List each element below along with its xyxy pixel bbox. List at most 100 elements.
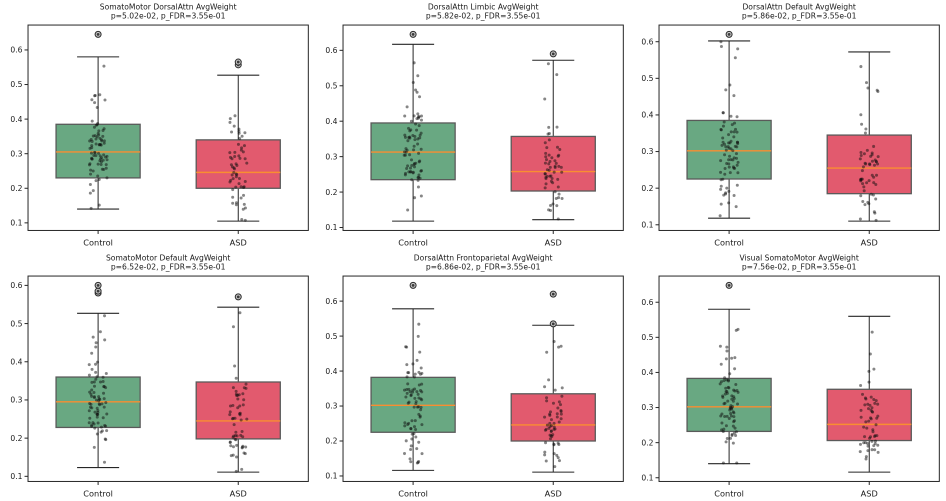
outlier-point [96, 283, 100, 287]
iqr-box [195, 380, 281, 440]
y-tick-label: 0.4 [10, 115, 22, 124]
y-axis-ticks: 0.1 0.2 0.3 0.4 0.5 0.6 [326, 296, 344, 480]
box-group-control [55, 30, 141, 210]
subplot-subtitle-pvalues: p=5.86e-02, p_FDR=3.55e-01 [742, 12, 857, 21]
y-axis-ticks: 0.1 0.2 0.3 0.4 0.5 0.6 [641, 297, 659, 482]
y-tick-label: 0.2 [10, 433, 22, 442]
y-axis-ticks: 0.1 0.2 0.3 0.4 0.5 0.6 [326, 46, 344, 232]
y-tick-label: 0.6 [326, 46, 338, 55]
axes-frame [342, 275, 625, 482]
x-category-label: Control [399, 237, 429, 247]
x-category-label: Control [83, 488, 113, 498]
y-tick-label: 0.4 [641, 111, 653, 120]
subplot-5: Visual SomatoMotor AvgWeightp=7.56e-02, … [641, 253, 940, 498]
y-tick-label: 0.2 [641, 438, 653, 447]
subplot-0: SomatoMotor DorsalAttn AvgWeightp=5.02e-… [10, 3, 309, 247]
y-tick-label: 0.6 [10, 46, 22, 55]
iqr-box [510, 392, 597, 442]
strip-points [718, 327, 740, 464]
y-axis-ticks: 0.1 0.2 0.3 0.4 0.5 0.6 [641, 37, 659, 229]
subplot-title: Visual SomatoMotor AvgWeight [739, 253, 858, 262]
subplot-title: DorsalAttn Frontoparietal AvgWeight [414, 253, 553, 262]
subplot-2: DorsalAttn Default AvgWeightp=5.86e-02, … [641, 3, 940, 247]
x-category-label: Control [714, 237, 744, 247]
y-tick-label: 0.1 [641, 473, 653, 482]
y-tick-label: 0.3 [326, 152, 338, 161]
y-tick-label: 0.1 [326, 471, 338, 480]
y-tick-label: 0.5 [10, 319, 22, 328]
outlier-point [727, 283, 731, 287]
box-group-control [370, 30, 457, 222]
subplot-3: SomatoMotor Default AvgWeightp=6.52e-02,… [10, 253, 309, 498]
x-category-label: ASD [545, 488, 562, 498]
subplot-title: DorsalAttn Default AvgWeight [742, 3, 855, 12]
y-tick-label: 0.2 [641, 184, 653, 193]
x-category-label: ASD [860, 488, 877, 498]
y-tick-label: 0.6 [326, 296, 338, 305]
strip-points [228, 310, 249, 473]
y-tick-label: 0.2 [326, 436, 338, 445]
outlier-point [236, 294, 240, 298]
x-category-label: Control [399, 488, 429, 498]
y-tick-label: 0.5 [326, 81, 338, 90]
outlier-point [727, 32, 731, 36]
axes-frame [27, 275, 309, 482]
y-tick-label: 0.6 [641, 37, 653, 46]
box-group-control [686, 30, 772, 219]
y-tick-label: 0.5 [10, 80, 22, 89]
strip-points [403, 61, 424, 212]
strip-points [718, 40, 740, 218]
subplot-subtitle-pvalues: p=6.52e-02, p_FDR=3.55e-01 [111, 262, 226, 271]
subplot-title: SomatoMotor Default AvgWeight [106, 253, 230, 262]
strip-points [543, 62, 564, 221]
y-axis-ticks: 0.1 0.2 0.3 0.4 0.5 0.6 [10, 281, 29, 481]
y-tick-label: 0.1 [10, 472, 22, 481]
y-tick-label: 0.3 [641, 147, 653, 156]
subplot-subtitle-pvalues: p=5.82e-02, p_FDR=3.55e-01 [426, 12, 541, 21]
strip-points [858, 65, 880, 222]
y-tick-label: 0.5 [641, 333, 653, 342]
y-tick-label: 0.4 [326, 366, 338, 375]
y-tick-label: 0.6 [641, 297, 653, 306]
box-group-asd [826, 51, 912, 222]
strip-points [87, 313, 109, 464]
outlier-point [552, 52, 555, 56]
box-group-asd [826, 315, 912, 473]
subplot-title: SomatoMotor DorsalAttn AvgWeight [100, 3, 237, 12]
y-axis-ticks: 0.1 0.2 0.3 0.4 0.5 0.6 [10, 46, 29, 228]
x-category-label: ASD [545, 237, 562, 247]
y-tick-label: 0.2 [10, 184, 22, 193]
subplot-title: DorsalAttn Limbic AvgWeight [428, 3, 539, 12]
y-tick-label: 0.5 [326, 331, 338, 340]
strip-points [228, 114, 249, 222]
outlier-point [96, 32, 100, 36]
y-tick-label: 0.3 [10, 395, 22, 404]
box-group-asd [510, 50, 597, 221]
box-group-asd [195, 58, 281, 222]
y-tick-label: 0.4 [326, 117, 338, 126]
subplot-subtitle-pvalues: p=6.86e-02, p_FDR=3.55e-01 [426, 262, 541, 271]
x-category-label: ASD [230, 488, 247, 498]
box-group-asd [510, 290, 597, 473]
subplot-subtitle-pvalues: p=5.02e-02, p_FDR=3.55e-01 [111, 12, 226, 21]
iqr-box [826, 388, 912, 441]
outlier-point [552, 321, 555, 325]
y-tick-label: 0.2 [326, 188, 338, 197]
subplot-4: DorsalAttn Frontoparietal AvgWeightp=6.8… [326, 253, 625, 498]
box-group-asd [195, 292, 281, 473]
strip-points [87, 64, 109, 210]
iqr-box [686, 119, 772, 180]
box-group-control [686, 281, 772, 464]
axes-frame [27, 24, 309, 231]
outlier-point [412, 32, 415, 36]
iqr-box [195, 139, 281, 189]
x-category-label: ASD [860, 237, 877, 247]
y-tick-label: 0.1 [326, 223, 338, 232]
y-tick-label: 0.3 [326, 401, 338, 410]
y-tick-label: 0.4 [10, 357, 22, 366]
strip-points [543, 339, 565, 468]
y-tick-label: 0.1 [10, 219, 22, 228]
box-group-control [370, 281, 457, 471]
